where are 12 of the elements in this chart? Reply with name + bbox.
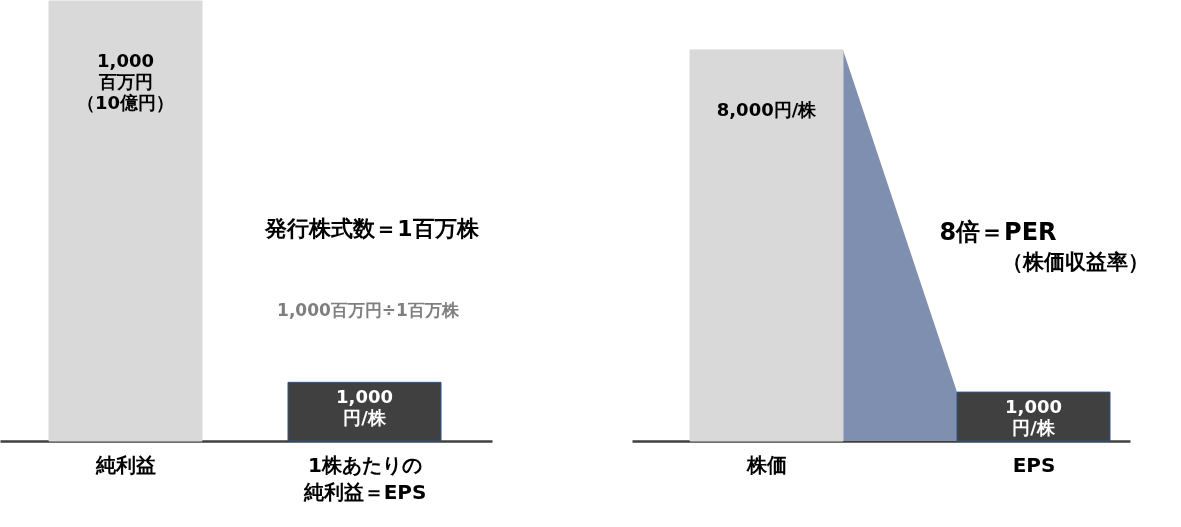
data-label: 1,000百万円（10億円）	[76, 50, 175, 113]
x-tick-label: EPS	[1012, 452, 1056, 477]
annotation: 1,000百万円÷1百万株	[277, 300, 460, 320]
data-label: 8,000円/株	[716, 98, 818, 120]
x-tick-label: 1株あたりの純利益＝EPS	[302, 452, 427, 504]
annotation: 発行株式数＝1百万株	[264, 216, 480, 241]
data-label: 1,000円/株	[336, 386, 393, 429]
x-tick-label: 株価	[746, 452, 787, 477]
x-tick-label: 純利益	[95, 452, 156, 477]
data-label: 1,000円/株	[1005, 396, 1062, 439]
annotation: （株価収益率）	[1001, 250, 1149, 274]
annotation: 8倍＝PER	[939, 218, 1057, 246]
